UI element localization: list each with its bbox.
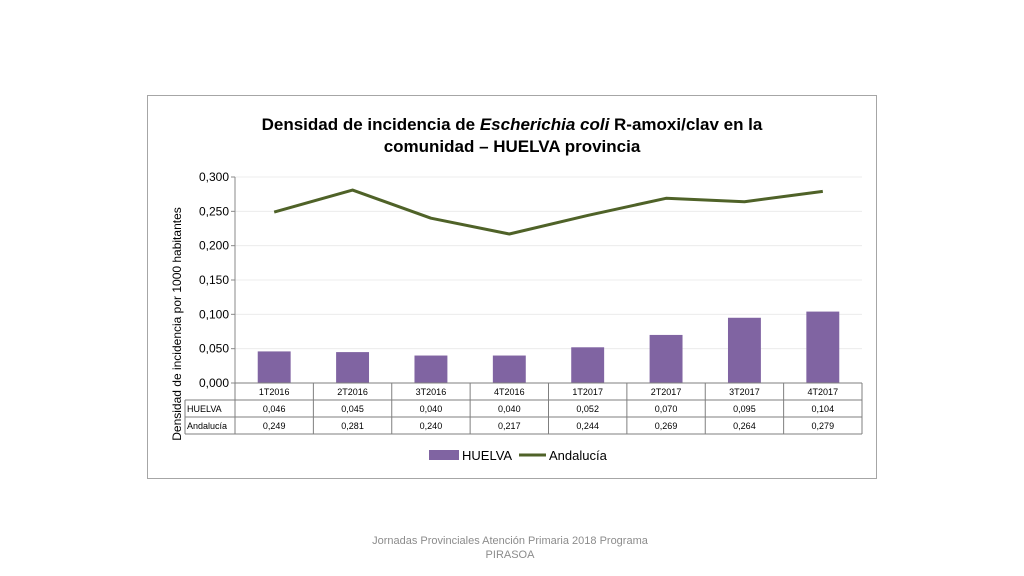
y-tick-label: 0,300 — [199, 170, 229, 184]
chart-title: Densidad de incidencia de Escherichia co… — [262, 115, 763, 156]
legend-label-andalucia: Andalucía — [549, 448, 608, 463]
legend: HUELVA Andalucía — [429, 448, 608, 463]
category-label: 3T2016 — [416, 387, 447, 397]
data-table: 1T2016 2T2016 3T2016 4T2016 1T2017 2T2017 3T20… — [184, 382, 863, 435]
data-label: 0,279 — [812, 421, 835, 431]
chart-title-line2: comunidad – HUELVA provincia — [384, 137, 641, 156]
y-tick-label: 0,200 — [199, 239, 229, 253]
y-tick-label: 0,250 — [199, 204, 229, 218]
chart-title-line1: Densidad de incidencia de Escherichia co… — [262, 115, 763, 134]
bar-4T2016 — [492, 355, 526, 383]
legend-label-huelva: HUELVA — [462, 448, 512, 463]
data-label: 0,244 — [576, 421, 599, 431]
data-label: 0,281 — [341, 421, 364, 431]
bar-series-huelva — [257, 311, 840, 383]
data-label: 0,269 — [655, 421, 678, 431]
bar-3T2016 — [414, 355, 448, 383]
data-label: 0,045 — [341, 404, 364, 414]
category-label: 4T2016 — [494, 387, 525, 397]
footer-line2: PIRASOA — [485, 549, 535, 561]
y-axis-label: Densidad de incidencia por 1000 habitant… — [170, 207, 184, 441]
data-label: 0,217 — [498, 421, 521, 431]
category-label: 2T2017 — [651, 387, 682, 397]
bar-1T2017 — [571, 347, 605, 383]
data-label: 0,046 — [263, 404, 286, 414]
bar-2T2017 — [649, 334, 683, 383]
line-series-andalucia — [273, 188, 824, 236]
bar-4T2017 — [806, 311, 840, 383]
y-tick-label: 0,100 — [199, 307, 229, 321]
chart-frame: Densidad de incidencia de Escherichia co… — [147, 95, 877, 479]
data-label: 0,104 — [812, 404, 835, 414]
chart-svg: Densidad de incidencia de Escherichia co… — [170, 115, 863, 463]
data-label: 0,264 — [733, 421, 756, 431]
y-axis: 0,000 0,050 0,100 0,150 0,200 0,250 0,300 — [199, 170, 236, 390]
table-series-name: Andalucía — [187, 421, 227, 431]
data-label: 0,052 — [576, 404, 599, 414]
data-label: 0,040 — [420, 404, 443, 414]
grid — [235, 176, 862, 350]
bar-1T2016 — [257, 351, 291, 383]
category-label: 3T2017 — [729, 387, 760, 397]
bar-3T2017 — [727, 317, 761, 383]
category-label: 1T2016 — [259, 387, 290, 397]
y-tick-label: 0,000 — [199, 376, 229, 390]
legend-key-huelva — [429, 450, 459, 460]
category-label: 4T2017 — [808, 387, 839, 397]
footer-text: Jornadas Provinciales Atención Primaria … — [340, 534, 680, 562]
data-label: 0,249 — [263, 421, 286, 431]
footer-line1: Jornadas Provinciales Atención Primaria … — [372, 535, 648, 547]
data-label: 0,070 — [655, 404, 678, 414]
category-label: 2T2016 — [337, 387, 368, 397]
data-label: 0,040 — [498, 404, 521, 414]
y-tick-label: 0,050 — [199, 342, 229, 356]
table-series-name: HUELVA — [187, 404, 222, 414]
data-label: 0,240 — [420, 421, 443, 431]
bar-2T2016 — [336, 352, 370, 383]
y-tick-label: 0,150 — [199, 273, 229, 287]
category-label: 1T2017 — [572, 387, 603, 397]
data-label: 0,095 — [733, 404, 756, 414]
line-andalucia — [273, 188, 824, 236]
